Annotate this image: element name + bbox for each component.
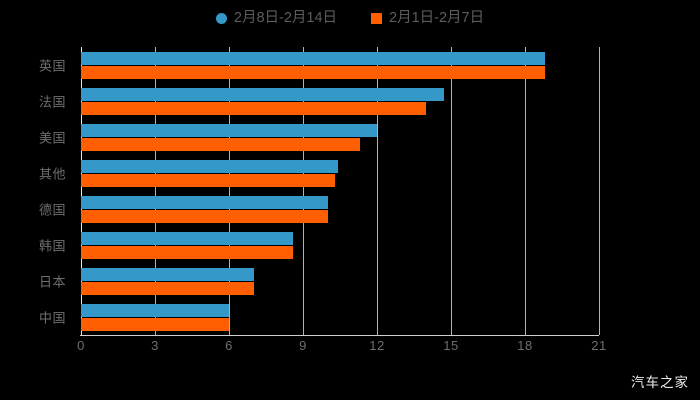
- y-tick-label-中国: 中国: [38, 310, 66, 326]
- bar-其他-series-1[interactable]: [81, 159, 338, 173]
- bar-英国-series-2[interactable]: [81, 65, 545, 79]
- bar-英国-series-1[interactable]: [81, 51, 545, 65]
- bar-中国-series-2[interactable]: [81, 317, 229, 331]
- y-tick-label-日本: 日本: [38, 274, 66, 290]
- gridline-x-9: [303, 47, 304, 335]
- bar-美国-series-2[interactable]: [81, 137, 360, 151]
- gridline-x-3: [155, 47, 156, 335]
- legend-dot-icon: [215, 12, 227, 24]
- bar-法国-series-2[interactable]: [81, 101, 427, 115]
- gridline-x-15: [451, 47, 452, 335]
- x-tick-label-18: 18: [517, 338, 533, 353]
- x-axis-labels: 0 3 6 9 12 15 18 21: [77, 338, 606, 360]
- y-axis-labels: 英国法国美国其他德国韩国日本中国: [0, 47, 74, 335]
- legend-label-series-2: 2月1日-2月7日: [389, 9, 485, 26]
- watermark: 汽车之家: [631, 375, 689, 390]
- x-tick-label-12: 12: [369, 338, 385, 353]
- bar-韩国-series-2[interactable]: [81, 245, 294, 259]
- bar-其他-series-2[interactable]: [81, 173, 336, 187]
- y-tick-label-其他: 其他: [38, 166, 66, 182]
- legend-item-series-1[interactable]: 2月8日-2月14日: [215, 9, 338, 26]
- legend-label-series-1: 2月8日-2月14日: [233, 9, 338, 26]
- bar-中国-series-1[interactable]: [81, 303, 229, 317]
- x-tick-label-21: 21: [591, 338, 607, 353]
- x-tick-label-6: 6: [225, 338, 233, 353]
- bar-日本-series-2[interactable]: [81, 281, 254, 295]
- bar-日本-series-1[interactable]: [81, 267, 254, 281]
- bar-德国-series-1[interactable]: [81, 195, 328, 209]
- gridline-x-12: [377, 47, 378, 335]
- gridline-x-0: [81, 47, 82, 335]
- chart-legend: 2月8日-2月14日 2月1日-2月7日: [0, 6, 700, 30]
- x-tick-label-3: 3: [151, 338, 159, 353]
- x-tick-label-9: 9: [299, 338, 307, 353]
- x-tick-label-0: 0: [77, 338, 85, 353]
- bar-韩国-series-1[interactable]: [81, 231, 294, 245]
- legend-square-icon: [371, 12, 383, 24]
- gridline-x-6: [229, 47, 230, 335]
- y-tick-label-英国: 英国: [38, 58, 66, 74]
- y-tick-label-德国: 德国: [38, 202, 66, 218]
- legend-item-series-2[interactable]: 2月1日-2月7日: [371, 11, 484, 26]
- gridline-x-21: [599, 47, 600, 335]
- y-tick-label-韩国: 韩国: [38, 238, 66, 254]
- x-tick-label-15: 15: [443, 338, 459, 353]
- x-axis-line: [80, 335, 599, 336]
- plot-area: [80, 47, 600, 336]
- bar-美国-series-1[interactable]: [81, 123, 377, 137]
- y-tick-label-美国: 美国: [38, 130, 66, 146]
- gridline-x-18: [525, 47, 526, 335]
- y-tick-label-法国: 法国: [38, 94, 66, 110]
- bar-法国-series-1[interactable]: [81, 87, 444, 101]
- bar-德国-series-2[interactable]: [81, 209, 328, 223]
